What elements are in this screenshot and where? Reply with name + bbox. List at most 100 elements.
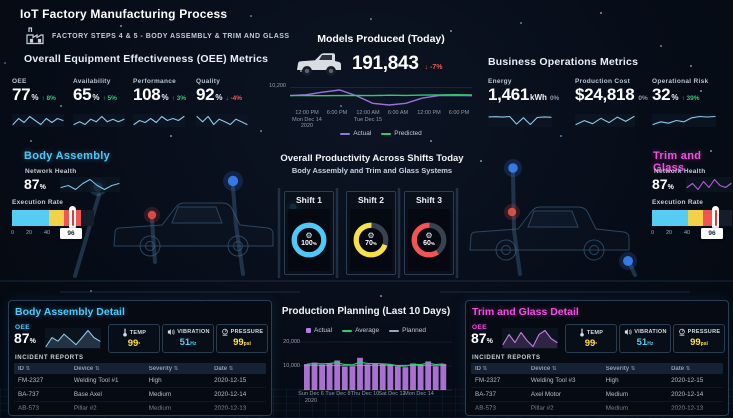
gear-icon: ⚙ <box>425 231 433 240</box>
shift-productivity-value: 60% <box>423 240 435 247</box>
legend-swatch <box>381 132 392 135</box>
kpi-label: Quality <box>196 78 221 85</box>
execution-rate-gauge <box>12 206 94 230</box>
availability-sparkline <box>73 114 125 127</box>
kpi-production-cost: Production Cost $24,818 0% <box>575 78 648 130</box>
sort-icon[interactable]: ⇅ <box>630 365 636 372</box>
incident-cell: Medium <box>605 405 629 412</box>
gauge-marker <box>69 206 76 230</box>
shift-title: Shift 3 <box>416 195 442 205</box>
incident-cell: Pillar #2 <box>73 405 97 412</box>
models-chart-ytick: 10,200 <box>269 83 286 89</box>
legend-item-average[interactable]: Average <box>342 327 379 334</box>
page-title: IoT Factory Manufacturing Process <box>20 7 228 21</box>
legend-item-actual[interactable]: Actual <box>340 130 371 137</box>
incident-cell: Medium <box>605 391 629 398</box>
gear-icon: ⚙ <box>367 231 375 240</box>
conveyor-lines <box>0 280 733 293</box>
incident-cell: Base Axel <box>73 391 102 398</box>
legend-item-planned[interactable]: Planned <box>389 327 426 334</box>
temp-gauge: TEMP 99° <box>565 324 617 353</box>
incident-cell: Welding Tool #3 <box>530 377 576 384</box>
column-header-id[interactable]: ID ⇅ <box>18 365 31 372</box>
kpi-label: Availability <box>73 78 111 85</box>
kpi-availability: Availability 65% ↑ 5% <box>73 78 131 130</box>
network-health-value: 87% <box>652 176 674 192</box>
column-header-severity[interactable]: Severity ⇅ <box>605 365 636 372</box>
column-header-device[interactable]: Device ⇅ <box>73 365 100 372</box>
incident-row[interactable]: FM-2327 Welding Tool #1 High 2020-12-15 <box>14 374 266 388</box>
thermometer-icon <box>579 328 584 337</box>
kpi-value: $24,818 <box>575 85 635 104</box>
sort-icon[interactable]: ⇅ <box>173 365 179 372</box>
oee-sparkline <box>12 114 64 127</box>
incident-cell: FM-2327 <box>18 377 44 384</box>
column-header-date[interactable]: Date ⇅ <box>671 365 691 372</box>
kpi-label: Operational Risk <box>652 78 709 85</box>
column-header-severity[interactable]: Severity ⇅ <box>148 365 179 372</box>
kpi-delta: ↑ 39% <box>681 95 700 102</box>
gear-icon: ⚙ <box>305 231 313 240</box>
kpi-delta: ↑ 8% <box>41 95 56 102</box>
incident-table-header-row: ID ⇅ Device ⇅ Severity ⇅ Date ⇅ <box>14 363 266 374</box>
starfield-background <box>4 62 6 64</box>
shift-1-donut-chart <box>291 222 327 258</box>
temp-value: 99° <box>127 338 141 349</box>
legend-item-actual[interactable]: Actual <box>305 327 332 334</box>
vibration-gauge: VIBRATION 51Hz <box>619 324 671 353</box>
execution-rate-gauge <box>652 206 732 230</box>
incident-cell: Pillar #2 <box>530 405 554 412</box>
shift-1-card: Shift 1 ⚙ 100% <box>284 191 334 275</box>
column-header-id[interactable]: ID ⇅ <box>475 365 488 372</box>
incident-row[interactable]: BA-737 Base Axel Medium 2020-12-14 <box>14 388 266 402</box>
sort-icon[interactable]: ⇅ <box>685 365 691 372</box>
kpi-value: 77 <box>12 85 31 104</box>
pressure-icon <box>221 328 228 336</box>
kpi-delta: 0% <box>638 95 648 102</box>
vibration-value: 51Hz <box>179 337 197 348</box>
incident-row[interactable]: AB-573 Pillar #2 Medium 2020-12-13 <box>14 402 266 415</box>
prod-x-tick: Mon Dec 14 <box>404 391 434 397</box>
kpi-value: 108 <box>133 85 161 104</box>
gauge-tick: 40 <box>684 230 691 236</box>
shift-2-donut-chart <box>353 222 389 258</box>
shift-productivity-value: 100% <box>301 240 317 247</box>
incident-row[interactable]: FM-2327 Welding Tool #3 High 2020-12-15 <box>471 374 723 388</box>
models-produced-value: 191,843 <box>352 53 419 74</box>
incident-cell: 2020-12-13 <box>671 405 704 412</box>
models-produced-chart <box>290 87 472 106</box>
sort-icon[interactable]: ⇅ <box>551 365 557 372</box>
incident-row[interactable]: BA-737 Axel Motor Medium 2020-12-14 <box>471 388 723 402</box>
sort-icon[interactable]: ⇅ <box>94 365 100 372</box>
incident-cell: High <box>148 377 162 384</box>
column-header-date[interactable]: Date ⇅ <box>214 365 234 372</box>
incident-cell: BA-737 <box>18 391 40 398</box>
kpi-quality: Quality 92% ↓ -4% <box>196 78 254 130</box>
prod-ytick-20000: 20,000 <box>283 339 300 345</box>
business-section-title: Business Operations Metrics <box>488 56 639 68</box>
production-cost-sparkline <box>575 114 635 127</box>
robot-arms <box>73 170 637 278</box>
gauge-tick: 0 <box>11 230 15 236</box>
panel-title: Body Assembly Detail <box>15 306 125 318</box>
x-tick: 12:00 AM Tue Dec 15 <box>353 110 383 123</box>
incident-cell: 2020-12-14 <box>671 391 704 398</box>
sort-icon[interactable]: ⇅ <box>228 365 234 372</box>
legend-item-predicted[interactable]: Predicted <box>381 130 422 137</box>
sort-icon[interactable]: ⇅ <box>25 365 31 372</box>
gauge-value-label: 96 <box>701 228 723 239</box>
sort-icon[interactable]: ⇅ <box>482 365 488 372</box>
incident-table-header-row: ID ⇅ Device ⇅ Severity ⇅ Date ⇅ <box>471 363 723 374</box>
pressure-icon <box>678 328 685 336</box>
kpi-oee: OEE 77% ↑ 8% <box>12 78 70 130</box>
x-tick: 6:00 PM <box>448 110 470 116</box>
x-tick: 6:00 PM <box>326 110 348 116</box>
vibration-icon <box>168 329 175 335</box>
column-header-device[interactable]: Device ⇅ <box>530 365 557 372</box>
body-assembly-title: Body Assembly <box>24 150 111 162</box>
incident-cell: FM-2327 <box>475 377 501 384</box>
incident-row[interactable]: AB-573 Pillar #2 Medium 2020-12-13 <box>471 402 723 415</box>
incident-cell: Medium <box>148 405 172 412</box>
